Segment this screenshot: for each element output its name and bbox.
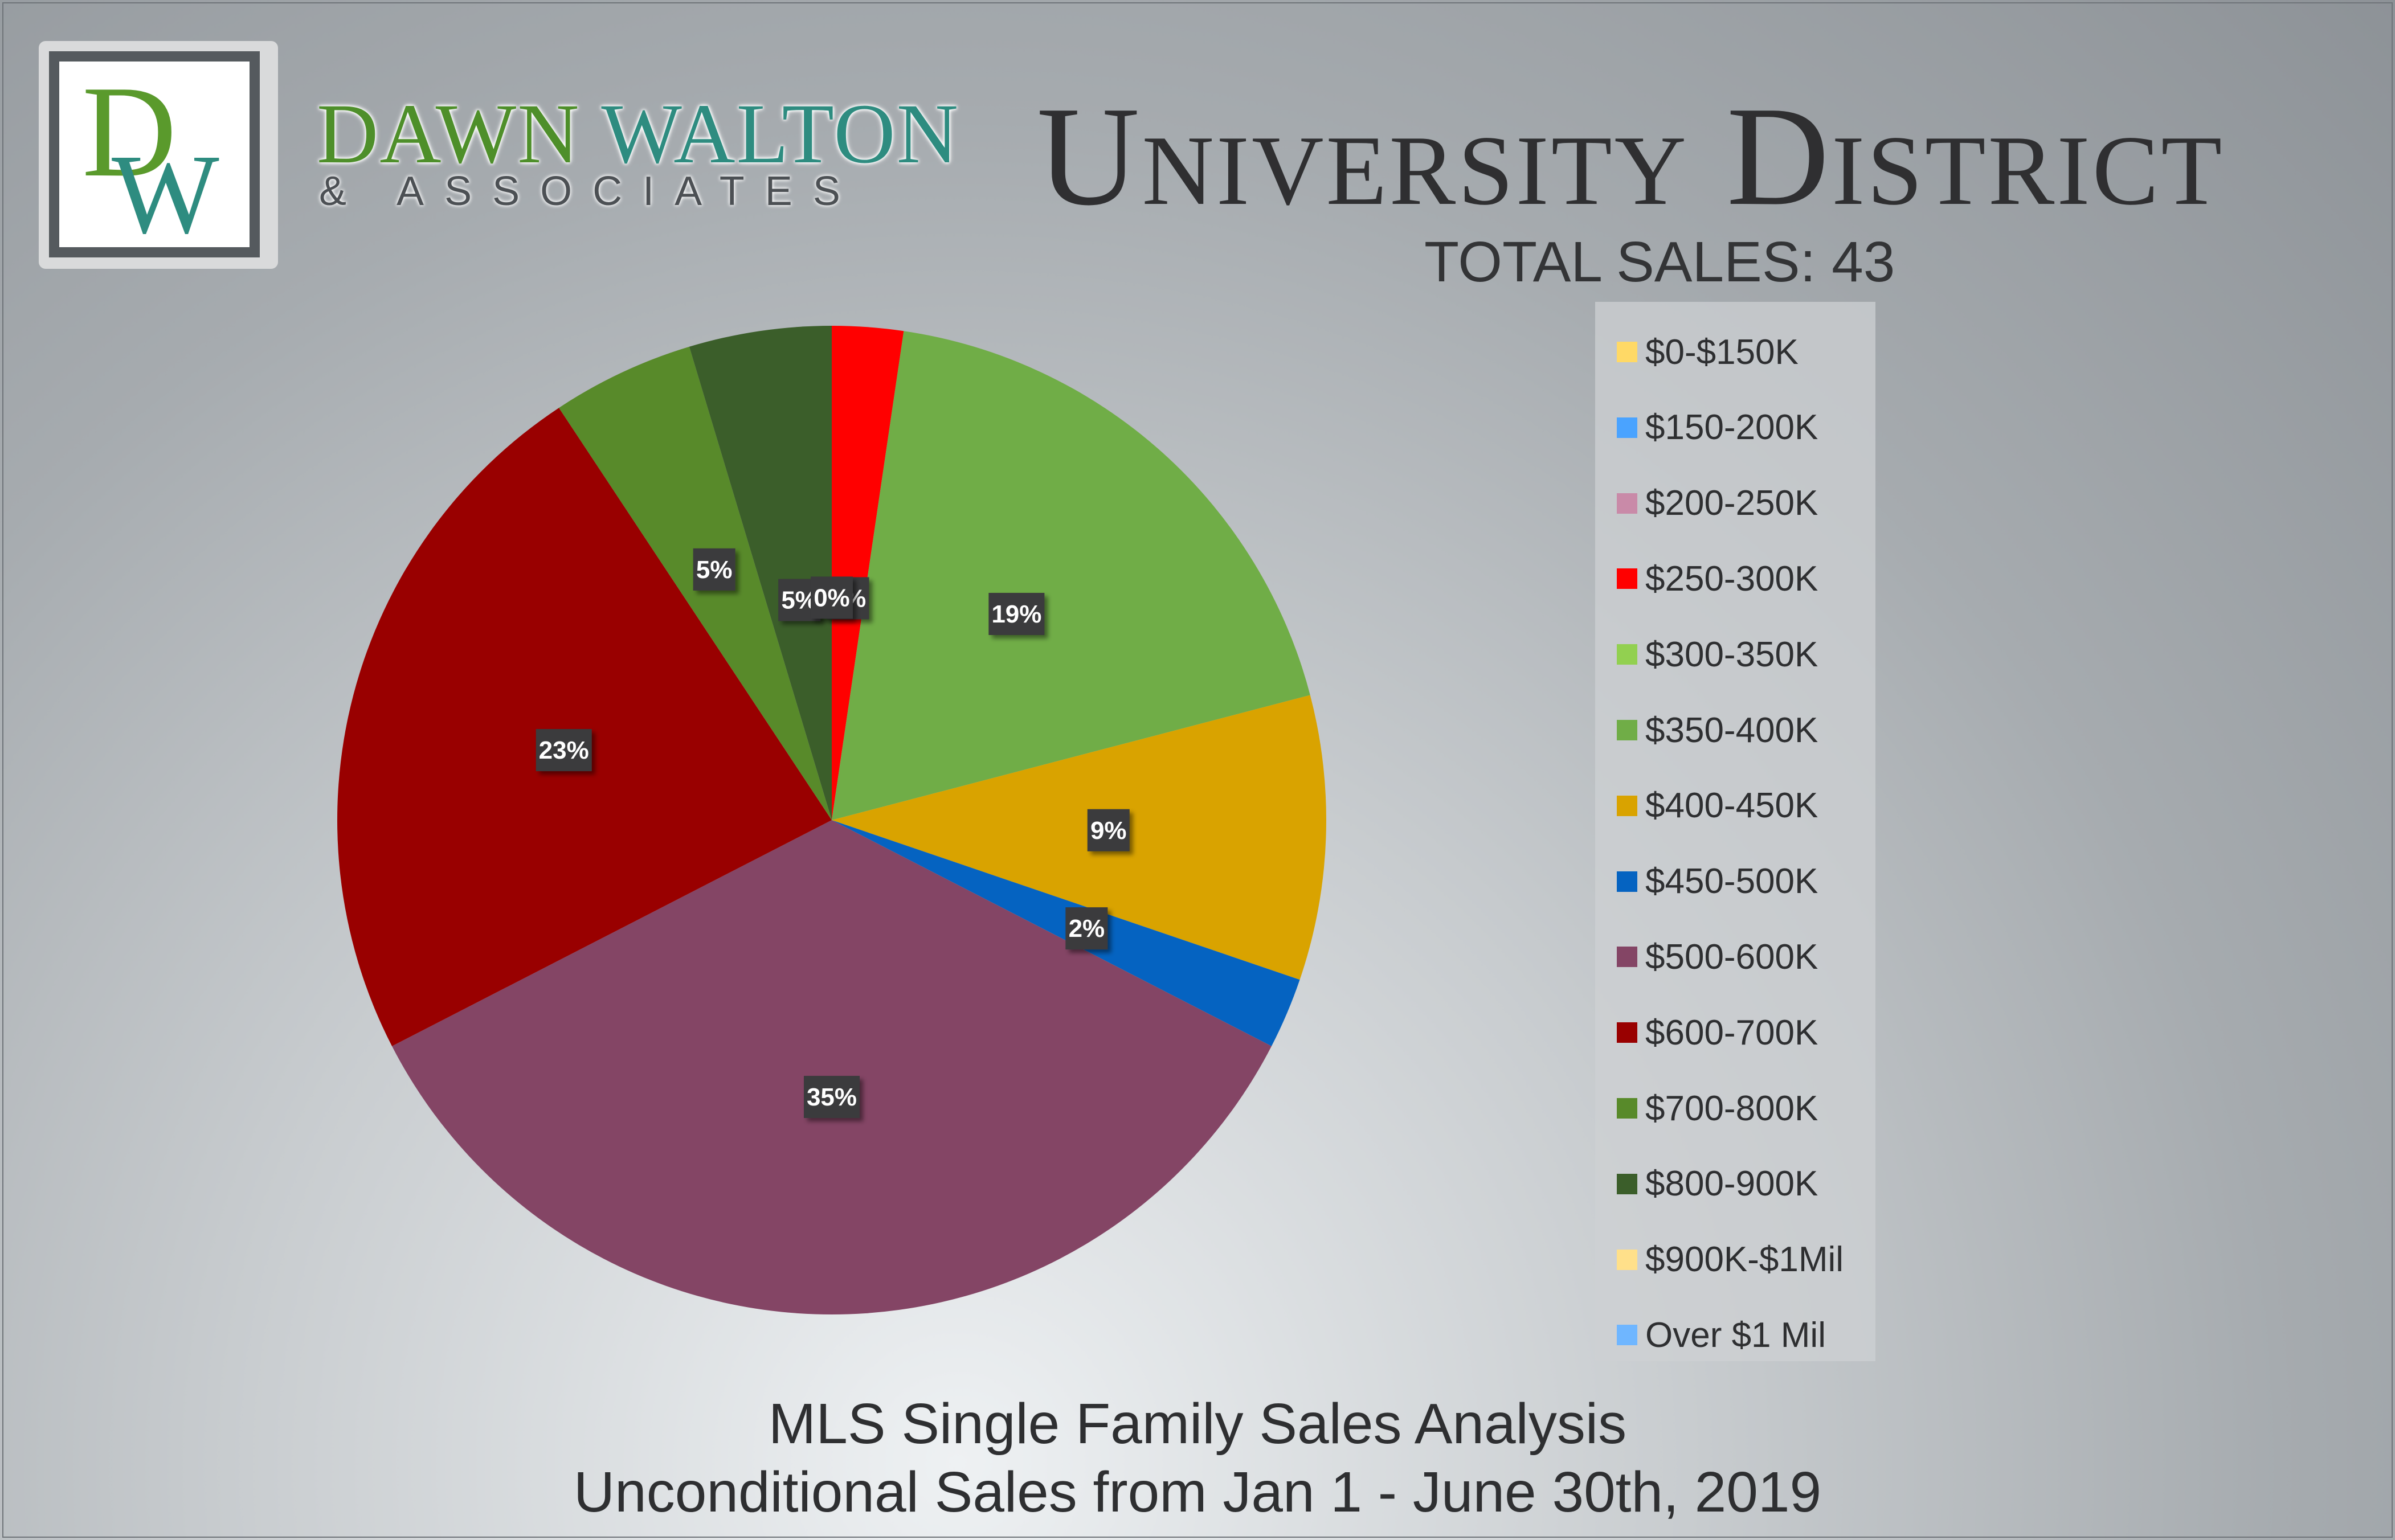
data-label-text: 5%	[696, 556, 733, 584]
logo-monogram: D W	[49, 51, 260, 257]
data-label-text: 35%	[807, 1083, 857, 1111]
monogram-letter-d: D	[82, 62, 177, 204]
pie-slice-12	[689, 326, 832, 820]
legend-swatch	[1617, 417, 1637, 438]
data-label-box	[1065, 907, 1108, 950]
legend-item-5: $300-350K	[1617, 632, 1818, 677]
legend-item-1: $0-$150K	[1617, 329, 1799, 375]
legend-swatch	[1617, 644, 1637, 665]
pie-slice-9	[392, 820, 1272, 1314]
chart-title: University District	[1037, 77, 2225, 235]
legend-label: $350-400K	[1645, 710, 1818, 750]
pie-chart: 2%19%9%2%35%23%5%5%0%	[337, 326, 1326, 1314]
legend-label: $400-450K	[1645, 786, 1818, 826]
legend-item-7: $400-450K	[1617, 783, 1818, 829]
legend-item-2: $150-200K	[1617, 405, 1818, 450]
data-label-11: 5%	[693, 548, 735, 591]
legend-swatch	[1617, 493, 1637, 514]
data-label-10: 23%	[536, 729, 592, 772]
legend-label: $700-800K	[1645, 1088, 1818, 1128]
data-label-9: 35%	[804, 1076, 860, 1119]
legend-swatch	[1617, 1249, 1637, 1270]
footer-line-2: Unconditional Sales from Jan 1 - June 30…	[573, 1460, 1822, 1524]
legend: $0-$150K $150-200K $200-250K $250-300K $300-…	[1595, 302, 1875, 1361]
pie-slice-7	[832, 695, 1326, 980]
legend-item-4: $250-300K	[1617, 556, 1818, 601]
footer-line-1: MLS Single Family Sales Analysis	[768, 1392, 1627, 1456]
data-label-6: 19%	[988, 592, 1045, 635]
legend-swatch	[1617, 947, 1637, 968]
pie-slice-4	[832, 326, 904, 820]
data-label-box	[988, 592, 1045, 635]
brand-last-name: WALTON	[601, 87, 960, 181]
legend-item-9: $500-600K	[1617, 934, 1818, 980]
legend-item-11: $700-800K	[1617, 1086, 1818, 1131]
data-label-text: 9%	[1090, 817, 1127, 845]
legend-swatch	[1617, 871, 1637, 892]
legend-swatch	[1617, 795, 1637, 816]
data-label-13: 0%	[811, 576, 853, 619]
legend-label: $600-700K	[1645, 1013, 1818, 1052]
legend-label: $500-600K	[1645, 937, 1818, 977]
legend-label: $800-900K	[1645, 1164, 1818, 1204]
data-label-box	[1087, 809, 1130, 851]
legend-swatch	[1617, 568, 1637, 589]
data-label-8: 2%	[1065, 907, 1108, 950]
legend-swatch	[1617, 342, 1637, 362]
monogram-letter-w: W	[112, 132, 219, 247]
data-label-text: 19%	[991, 600, 1041, 628]
legend-swatch	[1617, 1325, 1637, 1346]
legend-item-6: $350-400K	[1617, 707, 1818, 753]
legend-item-8: $450-500K	[1617, 859, 1818, 904]
legend-label: $0-$150K	[1645, 332, 1799, 372]
brand-first-name: DAWN	[317, 87, 581, 181]
legend-label: $200-250K	[1645, 484, 1818, 523]
legend-swatch	[1617, 1022, 1637, 1043]
legend-swatch	[1617, 1173, 1637, 1194]
legend-item-3: $200-250K	[1617, 481, 1818, 526]
legend-label: Over $1 Mil	[1645, 1315, 1826, 1355]
monogram-letters: D W	[82, 62, 219, 247]
legend-label: $300-350K	[1645, 634, 1818, 674]
data-label-box	[536, 729, 592, 772]
pie-slice-10	[337, 408, 832, 1046]
total-sales: TOTAL SALES: 43	[1424, 230, 1895, 294]
data-label-text: 23%	[539, 736, 589, 764]
legend-label: $450-500K	[1645, 862, 1818, 902]
legend-item-12: $800-900K	[1617, 1161, 1818, 1207]
legend-swatch	[1617, 1098, 1637, 1119]
data-label-text: 0%	[814, 584, 850, 612]
data-label-box	[811, 576, 853, 619]
brand-name: DAWN WALTON	[317, 91, 958, 177]
brand-tagline: & ASSOCIATES	[319, 169, 861, 214]
data-label-text: 2%	[1069, 915, 1105, 943]
legend-label: $250-300K	[1645, 559, 1818, 599]
data-label-7: 9%	[1087, 809, 1130, 851]
legend-label: $900K-$1Mil	[1645, 1240, 1844, 1280]
pie-slice-6	[832, 331, 1310, 820]
legend-item-10: $600-700K	[1617, 1010, 1818, 1055]
legend-label: $150-200K	[1645, 408, 1818, 448]
data-label-box	[804, 1076, 860, 1119]
legend-item-14: Over $1 Mil	[1617, 1312, 1826, 1358]
legend-swatch	[1617, 720, 1637, 740]
data-label-box	[693, 548, 735, 591]
legend-item-13: $900K-$1Mil	[1617, 1237, 1844, 1283]
